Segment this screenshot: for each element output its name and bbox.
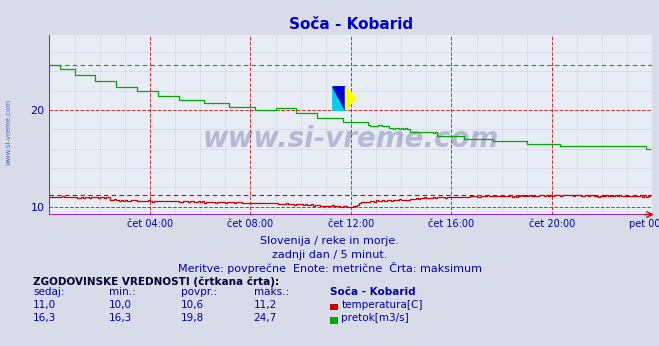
Text: maks.:: maks.:	[254, 287, 289, 297]
Text: ZGODOVINSKE VREDNOSTI (črtkana črta):: ZGODOVINSKE VREDNOSTI (črtkana črta):	[33, 277, 279, 288]
Text: www.si-vreme.com: www.si-vreme.com	[203, 125, 499, 153]
Text: Slovenija / reke in morje.: Slovenija / reke in morje.	[260, 236, 399, 246]
Text: pretok[m3/s]: pretok[m3/s]	[341, 313, 409, 323]
Text: temperatura[C]: temperatura[C]	[341, 300, 423, 310]
Text: sedaj:: sedaj:	[33, 287, 65, 297]
Text: 19,8: 19,8	[181, 313, 204, 323]
Text: povpr.:: povpr.:	[181, 287, 217, 297]
Text: 24,7: 24,7	[254, 313, 277, 323]
Text: zadnji dan / 5 minut.: zadnji dan / 5 minut.	[272, 250, 387, 260]
Polygon shape	[333, 87, 345, 110]
Polygon shape	[333, 87, 345, 110]
Text: Meritve: povprečne  Enote: metrične  Črta: maksimum: Meritve: povprečne Enote: metrične Črta:…	[177, 262, 482, 274]
Text: 10,6: 10,6	[181, 300, 204, 310]
Polygon shape	[345, 87, 356, 110]
Title: Soča - Kobarid: Soča - Kobarid	[289, 17, 413, 32]
Text: 16,3: 16,3	[109, 313, 132, 323]
Text: Soča - Kobarid: Soča - Kobarid	[330, 287, 415, 297]
Text: min.:: min.:	[109, 287, 136, 297]
Text: www.si-vreme.com: www.si-vreme.com	[5, 98, 12, 165]
Text: 10,0: 10,0	[109, 300, 132, 310]
Text: 11,0: 11,0	[33, 300, 56, 310]
Text: 11,2: 11,2	[254, 300, 277, 310]
Text: 16,3: 16,3	[33, 313, 56, 323]
